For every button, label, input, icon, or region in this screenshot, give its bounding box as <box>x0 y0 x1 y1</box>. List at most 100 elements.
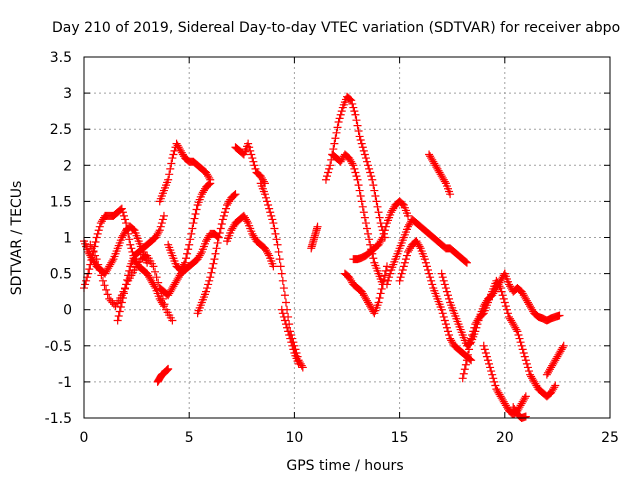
data-point-marker <box>479 341 488 350</box>
series-arc-14 <box>307 222 322 253</box>
data-point-marker <box>521 412 530 421</box>
series-arc-20 <box>395 237 476 365</box>
data-point-marker <box>278 276 287 285</box>
data-point-marker <box>123 224 132 233</box>
data-point-marker <box>379 229 388 238</box>
data-point-marker <box>114 312 123 321</box>
series-arc-9 <box>193 190 240 318</box>
data-point-marker <box>281 320 290 329</box>
data-point-marker <box>362 157 371 166</box>
data-point-marker <box>497 287 506 296</box>
data-point-marker <box>332 128 341 137</box>
data-point-marker <box>397 269 406 278</box>
data-point-marker <box>123 275 132 284</box>
data-point-marker <box>398 265 407 274</box>
data-point-marker <box>518 345 527 354</box>
data-point-marker <box>214 233 223 242</box>
data-point-marker <box>349 161 358 170</box>
data-point-marker <box>249 157 258 166</box>
data-point-marker <box>115 307 124 316</box>
x-tick-label: 5 <box>185 430 194 446</box>
data-point-marker <box>267 211 276 220</box>
data-point-marker <box>98 276 107 285</box>
data-point-marker <box>158 294 167 303</box>
data-point-marker <box>359 208 368 217</box>
data-point-marker <box>521 356 530 365</box>
x-tick-label: 10 <box>285 430 303 446</box>
data-point-marker <box>87 256 96 265</box>
data-point-marker <box>323 172 332 181</box>
data-point-marker <box>485 359 494 368</box>
data-point-marker <box>503 309 512 318</box>
data-point-marker <box>470 323 479 332</box>
data-point-marker <box>86 240 95 249</box>
series-arc-25 <box>500 269 564 325</box>
data-point-marker <box>438 309 447 318</box>
data-point-marker <box>247 150 256 159</box>
data-point-marker <box>347 96 356 105</box>
data-point-marker <box>213 238 222 247</box>
data-point-marker <box>246 146 255 155</box>
data-point-marker <box>356 191 365 200</box>
data-point-marker <box>354 181 363 190</box>
data-point-marker <box>205 276 214 285</box>
data-point-marker <box>486 363 495 372</box>
data-point-marker <box>192 205 201 214</box>
data-point-marker <box>119 289 128 298</box>
data-point-marker <box>87 244 96 253</box>
data-point-marker <box>558 343 567 352</box>
y-tick-label: 3.5 <box>50 50 72 66</box>
series-arc-8 <box>164 179 215 274</box>
data-point-marker <box>466 339 475 348</box>
axis-ticks: 0 5 10 15 20 25 -1.5 -1 -0.5 0 0.5 1 1.5 2 2.5 3 3.5 <box>45 50 619 446</box>
data-point-marker <box>361 154 370 163</box>
data-point-marker <box>351 110 360 119</box>
data-point-marker <box>376 289 385 298</box>
data-point-marker <box>277 269 286 278</box>
data-point-marker <box>359 146 368 155</box>
y-tick-label: 3 <box>63 86 72 102</box>
data-point-marker <box>219 211 228 220</box>
data-point-marker <box>188 224 197 233</box>
data-point-marker <box>428 280 437 289</box>
data-point-marker <box>117 204 126 213</box>
data-point-marker <box>180 258 189 267</box>
data-point-marker <box>127 244 136 253</box>
data-point-marker <box>211 249 220 258</box>
data-point-marker <box>399 262 408 271</box>
data-point-marker <box>487 367 496 376</box>
y-tick-label: 1 <box>63 231 72 247</box>
data-point-marker <box>210 255 219 264</box>
data-point-marker <box>500 298 509 307</box>
data-point-marker <box>215 228 224 237</box>
data-point-marker <box>514 330 523 339</box>
data-point-marker <box>243 217 252 226</box>
data-point-marker <box>260 190 269 199</box>
data-point-marker <box>384 276 393 285</box>
data-point-marker <box>360 150 369 159</box>
data-point-marker <box>117 298 126 307</box>
data-point-marker <box>154 228 163 237</box>
data-point-marker <box>324 168 333 177</box>
data-point-marker <box>440 177 449 186</box>
data-point-marker <box>439 276 448 285</box>
series-arc-19 <box>382 215 471 289</box>
data-point-marker <box>272 235 281 244</box>
data-point-marker <box>360 213 369 222</box>
data-point-marker <box>118 293 127 302</box>
data-point-marker <box>379 275 388 284</box>
data-point-marker <box>348 159 357 168</box>
y-tick-label: -1 <box>58 375 72 391</box>
data-point-marker <box>94 260 103 269</box>
data-point-marker <box>212 244 221 253</box>
data-point-marker <box>482 352 491 361</box>
data-point-marker <box>276 262 285 271</box>
data-point-marker <box>209 259 218 268</box>
y-tick-label: -1.5 <box>45 411 72 427</box>
data-point-marker <box>462 258 471 267</box>
data-point-marker <box>94 226 103 235</box>
data-point-marker <box>440 280 449 289</box>
data-point-marker <box>335 114 344 123</box>
data-point-marker <box>463 350 472 359</box>
data-point-marker <box>357 139 366 148</box>
